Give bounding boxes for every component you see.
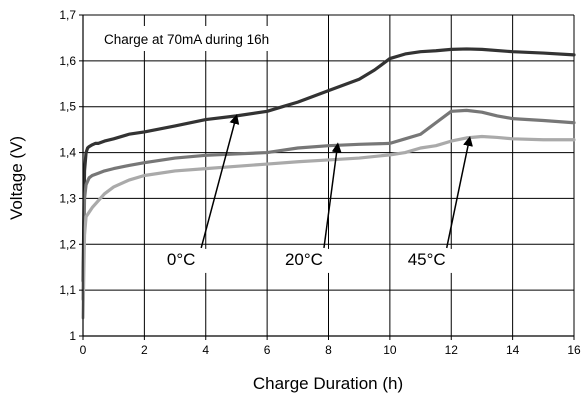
y-axis-title: Voltage (V) — [7, 136, 26, 220]
series-line — [81, 108, 576, 301]
curve-label: 45°C — [408, 250, 446, 269]
y-tick-label: 1,7 — [59, 8, 76, 22]
y-tick-label: 1,6 — [59, 54, 76, 68]
curve-label: 20°C — [285, 250, 323, 269]
curve-label-background — [277, 248, 330, 273]
tick-labels: 1 1,1 1,2 1,3 1,4 1,5 1,6 1,7 0 2 4 6 8 10 12 14 16 — [59, 8, 581, 357]
curve-label-arrow — [445, 135, 473, 249]
y-tick-label: 1,2 — [59, 237, 76, 251]
axes — [79, 14, 575, 340]
y-tick-label: 1,1 — [59, 283, 76, 297]
x-tick-label: 6 — [264, 343, 271, 357]
annotation-box — [94, 26, 326, 51]
y-tick-label: 1,4 — [59, 146, 76, 160]
curve-label-background — [155, 248, 208, 273]
x-tick-label: 12 — [445, 343, 459, 357]
y-tick-label: 1,5 — [59, 100, 76, 114]
series-line — [81, 134, 576, 320]
curve-label-arrow — [323, 142, 342, 249]
x-tick-label: 0 — [80, 343, 87, 357]
grid — [83, 14, 575, 336]
series-layer — [81, 47, 576, 320]
x-tick-label: 2 — [141, 343, 148, 357]
x-axis-title: Charge Duration (h) — [253, 374, 403, 393]
series-line — [81, 47, 576, 283]
x-tick-label: 10 — [383, 343, 397, 357]
x-tick-label: 8 — [325, 343, 332, 357]
curve-label-background — [400, 248, 453, 273]
curve-label-arrow — [200, 113, 240, 249]
curve-labels: 0°C 20°C 45°C — [155, 113, 473, 273]
annotation-box-text: Charge at 70mA during 16h — [104, 32, 269, 47]
y-tick-label: 1,3 — [59, 191, 76, 205]
curve-label: 0°C — [167, 250, 196, 269]
x-tick-label: 14 — [506, 343, 520, 357]
x-tick-label: 4 — [202, 343, 209, 357]
x-tick-label: 16 — [567, 343, 581, 357]
y-tick-label: 1 — [69, 329, 76, 343]
